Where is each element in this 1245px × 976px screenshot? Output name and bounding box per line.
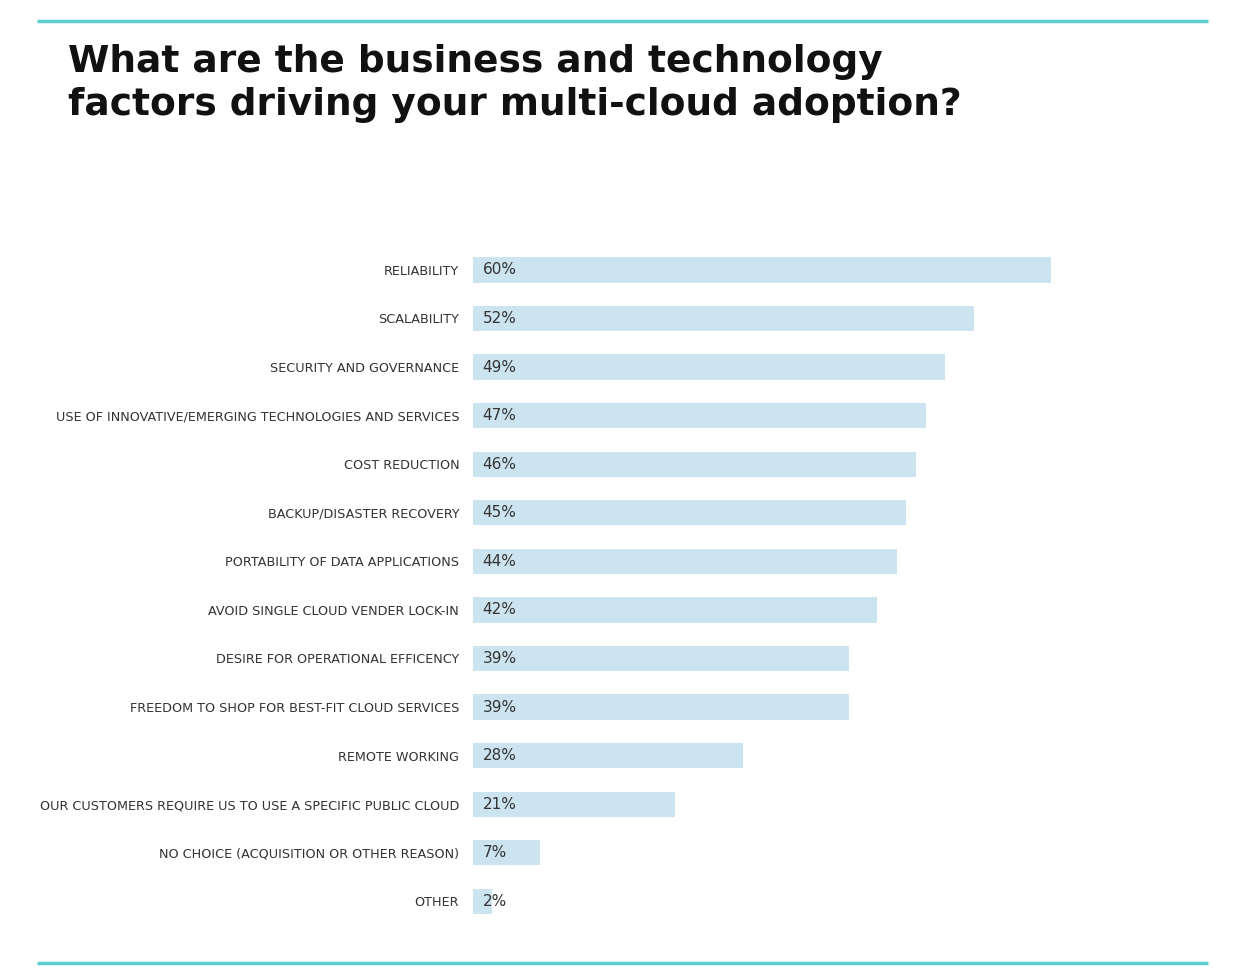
Text: 44%: 44%: [483, 553, 517, 569]
Text: 42%: 42%: [483, 602, 517, 618]
Text: 45%: 45%: [483, 506, 517, 520]
Bar: [473, 500, 906, 525]
Text: 60%: 60%: [483, 263, 517, 277]
Bar: [473, 743, 743, 768]
Text: 52%: 52%: [483, 311, 517, 326]
Bar: [473, 258, 1051, 283]
Text: 21%: 21%: [483, 796, 517, 812]
Bar: [473, 792, 675, 817]
Text: What are the business and technology
factors driving your multi-cloud adoption?: What are the business and technology fac…: [68, 44, 962, 123]
Text: 39%: 39%: [483, 700, 517, 714]
Bar: [473, 840, 540, 866]
Text: 47%: 47%: [483, 408, 517, 424]
Text: 2%: 2%: [483, 894, 507, 909]
Bar: [473, 549, 896, 574]
Text: 49%: 49%: [483, 359, 517, 375]
Bar: [473, 694, 849, 719]
Bar: [473, 888, 492, 914]
Bar: [473, 452, 916, 477]
Bar: [473, 646, 849, 671]
Bar: [473, 354, 945, 380]
Bar: [473, 403, 925, 428]
Text: 28%: 28%: [483, 748, 517, 763]
Text: 7%: 7%: [483, 845, 507, 860]
Bar: [473, 305, 974, 331]
Text: 39%: 39%: [483, 651, 517, 666]
Text: 46%: 46%: [483, 457, 517, 471]
Bar: [473, 597, 878, 623]
